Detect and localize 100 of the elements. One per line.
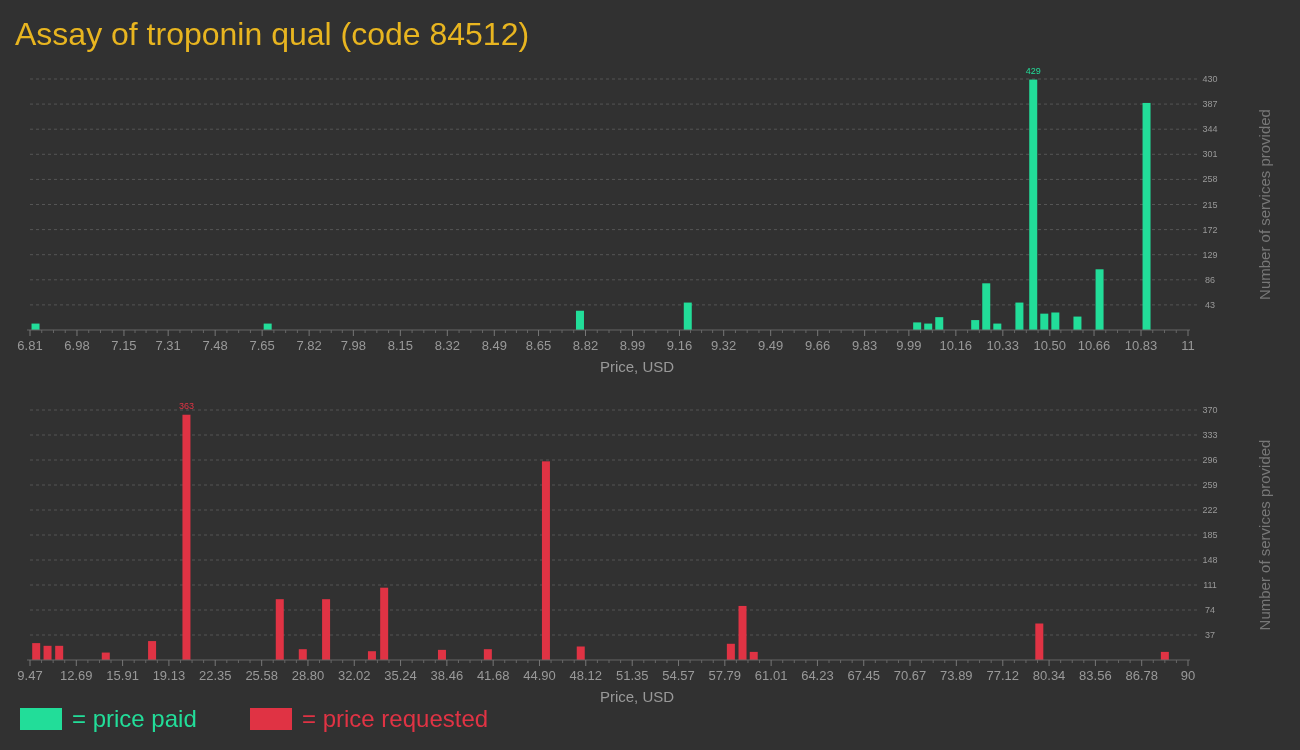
x-tick-label: 7.82 [296, 338, 322, 353]
y-tick-label: 387 [1202, 99, 1218, 110]
bar [148, 641, 157, 660]
x-tick-label: 9.49 [758, 338, 784, 353]
bar [55, 645, 64, 660]
bar [1035, 623, 1044, 660]
x-tick-label: 7.15 [111, 338, 137, 353]
bar [380, 587, 389, 660]
bar [726, 643, 735, 660]
y-tick-label: 43 [1204, 299, 1216, 310]
x-tick-label: 54.57 [662, 668, 695, 683]
y-tick-label: 222 [1202, 505, 1218, 515]
data-label: 429 [1025, 65, 1041, 76]
x-tick-label: 38.46 [430, 668, 464, 683]
y-tick-label: 296 [1202, 455, 1218, 465]
bar [1073, 316, 1082, 330]
x-tick-label: 57.79 [708, 668, 742, 683]
y-tick-label: 185 [1202, 530, 1218, 540]
bar [575, 310, 584, 330]
x-axis-title: Price, USD [599, 688, 675, 705]
x-tick-label: 41.68 [476, 668, 510, 683]
bar [971, 320, 980, 330]
y-tick-label: 172 [1202, 224, 1218, 235]
bar [738, 605, 747, 660]
x-tick-label: 83.56 [1079, 668, 1112, 683]
x-tick-label: 8.99 [619, 338, 646, 353]
x-tick-label: 7.48 [202, 338, 228, 353]
x-tick-label: 35.24 [384, 668, 417, 683]
x-tick-label: 7.31 [155, 338, 181, 353]
x-tick-label: 8.15 [387, 338, 413, 353]
bar [541, 461, 550, 660]
x-tick-label: 90 [1180, 668, 1196, 683]
chart-title: Assay of troponin qual (code 84512) [15, 16, 530, 52]
bar [182, 414, 191, 660]
y-tick-label: 333 [1202, 430, 1218, 440]
x-tick-label: 10.16 [939, 338, 973, 353]
x-tick-label: 9.99 [896, 338, 922, 353]
x-tick-label: 12.69 [60, 668, 93, 683]
x-tick-label: 9.83 [851, 338, 878, 353]
bar [275, 599, 284, 660]
bar [1029, 79, 1038, 330]
bar [43, 645, 52, 660]
x-tick-label: 32.02 [337, 668, 371, 683]
x-tick-label: 10.66 [1077, 338, 1111, 353]
x-tick-label: 10.50 [1033, 338, 1067, 353]
x-tick-label: 9.32 [711, 338, 737, 353]
x-tick-label: 9.66 [805, 338, 831, 353]
x-tick-label: 48.12 [569, 668, 603, 683]
legend-label: = price paid [72, 705, 197, 732]
y-tick-label: 301 [1202, 149, 1218, 160]
y-tick-label: 148 [1202, 555, 1218, 565]
x-tick-label: 8.65 [525, 338, 552, 353]
x-tick-label: 10.83 [1124, 338, 1158, 353]
x-tick-label: 86.78 [1125, 668, 1158, 683]
bar [913, 322, 922, 330]
y-tick-label: 86 [1204, 274, 1216, 285]
data-label: 363 [178, 400, 194, 411]
x-axis-title: Price, USD [599, 358, 675, 375]
x-tick-label: 9.16 [666, 338, 693, 353]
x-tick-label: 80.34 [1032, 668, 1066, 683]
bar [1040, 313, 1049, 330]
y-tick-label: 74 [1204, 605, 1216, 615]
x-tick-label: 22.35 [198, 668, 232, 683]
bar [1142, 102, 1151, 330]
bar [982, 283, 991, 330]
x-tick-label: 25.58 [245, 668, 278, 683]
bar [322, 599, 331, 660]
y-tick-label: 258 [1202, 174, 1218, 185]
y-tick-label: 259 [1202, 480, 1218, 490]
y-tick-label: 430 [1202, 74, 1218, 84]
x-tick-label: 8.82 [572, 338, 599, 353]
x-tick-label: 28.80 [291, 668, 325, 683]
bar [298, 649, 307, 660]
y-tick-label: 344 [1202, 124, 1218, 135]
bar [32, 643, 41, 660]
x-tick-label: 61.01 [754, 668, 788, 683]
x-tick-label: 10.33 [986, 338, 1020, 353]
bar [483, 649, 492, 660]
y-tick-label: 370 [1202, 405, 1218, 415]
x-tick-label: 77.12 [986, 668, 1020, 683]
x-tick-label: 6.98 [64, 338, 90, 353]
bar [1095, 269, 1104, 330]
y-tick-label: 111 [1203, 580, 1217, 590]
x-tick-label: 44.90 [523, 668, 556, 683]
x-tick-label: 73.89 [940, 668, 973, 683]
x-tick-label: 8.49 [481, 338, 507, 353]
y-tick-label: 37 [1204, 630, 1216, 640]
x-tick-label: 67.45 [847, 668, 881, 683]
y-tick-label: 215 [1202, 199, 1218, 210]
legend-label: = price requested [302, 705, 489, 732]
x-tick-label: 15.91 [106, 668, 139, 683]
x-tick-label: 6.81 [17, 338, 43, 353]
bar [1051, 312, 1060, 330]
x-tick-label: 51.35 [615, 668, 649, 683]
x-tick-label: 11 [1181, 338, 1195, 353]
y-tick-label: 129 [1202, 249, 1218, 260]
bar [576, 646, 585, 660]
x-tick-label: 64.23 [801, 668, 834, 683]
bar [683, 302, 692, 330]
bar [1015, 302, 1024, 330]
